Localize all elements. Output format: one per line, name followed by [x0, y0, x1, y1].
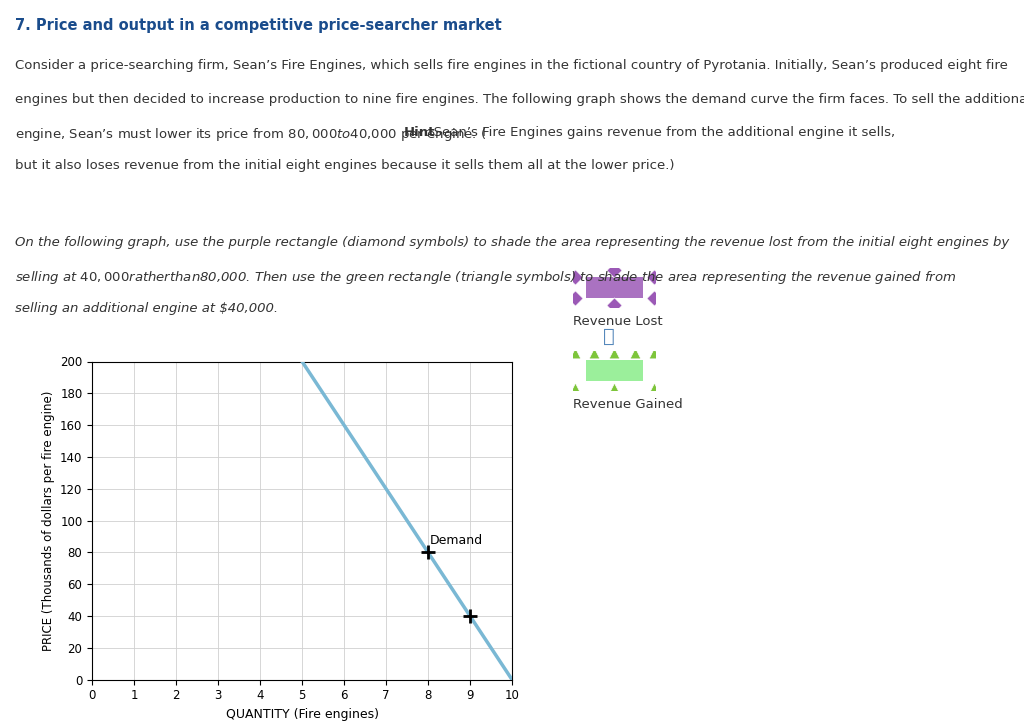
Text: Revenue Lost: Revenue Lost	[573, 315, 664, 328]
Text: Demand: Demand	[430, 534, 483, 547]
Point	[606, 382, 623, 394]
Text: Revenue Gained: Revenue Gained	[573, 398, 683, 411]
Point	[567, 292, 584, 304]
Text: Hint: Hint	[404, 126, 435, 139]
Text: but it also loses revenue from the initial eight engines because it sells them a: but it also loses revenue from the initi…	[15, 159, 675, 172]
Point	[567, 347, 584, 359]
Point	[606, 347, 623, 359]
Point	[586, 347, 602, 359]
FancyBboxPatch shape	[586, 360, 643, 381]
Text: engines but then decided to increase production to nine fire engines. The follow: engines but then decided to increase pro…	[15, 93, 1024, 106]
Text: : Sean’s Fire Engines gains revenue from the additional engine it sells,: : Sean’s Fire Engines gains revenue from…	[425, 126, 896, 139]
Point	[606, 264, 623, 275]
Text: selling at $40,000 rather than $80,000. Then use the green rectangle (triangle s: selling at $40,000 rather than $80,000. …	[15, 269, 956, 286]
Y-axis label: PRICE (Thousands of dollars per fire engine): PRICE (Thousands of dollars per fire eng…	[42, 390, 54, 651]
Point	[567, 382, 584, 394]
FancyBboxPatch shape	[586, 277, 643, 298]
Point	[606, 299, 623, 311]
Text: selling an additional engine at $40,000.: selling an additional engine at $40,000.	[15, 302, 279, 315]
X-axis label: QUANTITY (Fire engines): QUANTITY (Fire engines)	[225, 708, 379, 721]
Text: On the following graph, use the purple rectangle (diamond symbols) to shade the : On the following graph, use the purple r…	[15, 236, 1010, 249]
Point	[645, 292, 662, 304]
Text: 7. Price and output in a competitive price-searcher market: 7. Price and output in a competitive pri…	[15, 18, 502, 33]
Point	[645, 347, 662, 359]
Point	[567, 271, 584, 283]
Point	[627, 347, 643, 359]
Point	[645, 382, 662, 394]
Point	[645, 271, 662, 283]
Text: Ⓙ: Ⓙ	[603, 327, 615, 346]
Text: Consider a price-searching firm, Sean’s Fire Engines, which sells fire engines i: Consider a price-searching firm, Sean’s …	[15, 59, 1009, 72]
Text: engine, Sean’s must lower its price from $80,000 to $40,000 per engine. (: engine, Sean’s must lower its price from…	[15, 126, 486, 143]
